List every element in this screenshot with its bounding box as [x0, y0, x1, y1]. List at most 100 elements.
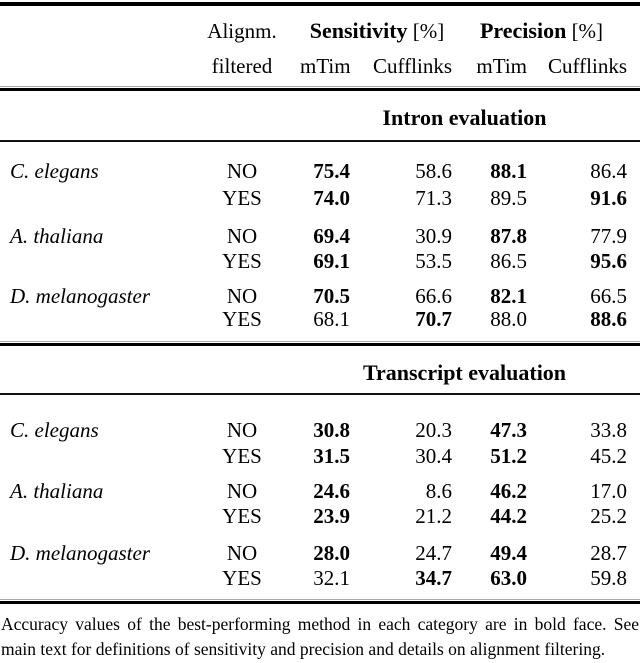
precision-cufflinks-value: 28.7: [590, 541, 627, 565]
header-row-groups: Alignm. Sensitivity [%] Precision [%]: [0, 18, 629, 44]
filter-value: NO: [226, 541, 258, 565]
rule-header-thick: [0, 88, 640, 91]
data-row: YES 23.9 21.2 44.2 25.2: [0, 503, 629, 529]
sensitivity-cufflinks-value: 70.7: [415, 307, 452, 331]
precision-header-label: Precision: [479, 18, 567, 43]
species-label: C. elegans: [10, 418, 99, 442]
sens-mtim-header: mTim: [300, 54, 351, 78]
sensitivity-header-label: Sensitivity: [309, 18, 408, 43]
species-label: [0, 185, 184, 211]
section-title-intron: Intron evaluation: [382, 105, 547, 130]
species-label: D. melanogaster: [10, 541, 150, 565]
sensitivity-mtim-value: 24.6: [313, 479, 350, 503]
precision-cufflinks-value: 25.2: [590, 504, 627, 528]
precision-cufflinks-value: 77.9: [590, 224, 627, 248]
sensitivity-mtim-value: 28.0: [313, 541, 350, 565]
data-row: C. elegans NO 30.8 20.3 47.3 33.8: [0, 417, 629, 443]
sensitivity-cufflinks-value: 20.3: [415, 418, 452, 442]
sensitivity-mtim-value: 69.1: [313, 249, 350, 273]
precision-cufflinks-value: 86.4: [590, 159, 627, 183]
precision-mtim-value: 88.0: [490, 307, 527, 331]
filter-value: NO: [226, 159, 258, 183]
data-row: YES 32.1 34.7 63.0 59.8: [0, 565, 629, 591]
precision-cufflinks-value: 33.8: [590, 418, 627, 442]
filter-value: YES: [222, 186, 262, 210]
species-label: [0, 565, 184, 591]
species-label: [0, 248, 184, 274]
data-row: YES 74.0 71.3 89.5 91.6: [0, 185, 629, 211]
sensitivity-mtim-value: 74.0: [313, 186, 350, 210]
prec-cufflinks-header: Cufflinks: [548, 54, 627, 78]
species-label: [0, 503, 184, 529]
caption-line-1: Accuracy values of the best-performing m…: [1, 614, 639, 634]
sensitivity-cufflinks-value: 71.3: [415, 186, 452, 210]
header-spacer: [0, 53, 184, 79]
data-row: C. elegans NO 75.4 58.6 88.1 86.4: [0, 158, 629, 184]
precision-mtim-value: 51.2: [490, 444, 527, 468]
species-label: D. melanogaster: [10, 284, 150, 308]
precision-header: Precision [%]: [454, 18, 629, 44]
rule-transcript-thin: [0, 393, 640, 395]
precision-mtim-value: 63.0: [490, 566, 527, 590]
precision-mtim-value: 47.3: [490, 418, 527, 442]
data-row: YES 69.1 53.5 86.5 95.6: [0, 248, 629, 274]
sensitivity-cufflinks-value: 66.6: [415, 284, 452, 308]
data-row: YES 31.5 30.4 51.2 45.2: [0, 443, 629, 469]
filter-value: YES: [222, 444, 262, 468]
rule-mid-gray: [0, 341, 640, 342]
sensitivity-mtim-value: 23.9: [313, 504, 350, 528]
precision-mtim-value: 87.8: [490, 224, 527, 248]
species-label: [0, 443, 184, 469]
sens-cufflinks-header: Cufflinks: [373, 54, 452, 78]
filter-value: NO: [226, 284, 258, 308]
rule-mid-thick: [0, 343, 640, 346]
sensitivity-cufflinks-value: 58.6: [415, 159, 452, 183]
sensitivity-mtim-value: 31.5: [313, 444, 350, 468]
rule-top-thick: [0, 2, 640, 6]
precision-mtim-value: 89.5: [490, 186, 527, 210]
data-row: YES 68.1 70.7 88.0 88.6: [0, 306, 629, 332]
rule-bottom-thick: [0, 601, 640, 604]
sensitivity-cufflinks-value: 30.4: [415, 444, 452, 468]
precision-cufflinks-value: 45.2: [590, 444, 627, 468]
precision-cufflinks-value: 66.5: [590, 284, 627, 308]
filter-value: YES: [222, 307, 262, 331]
precision-cufflinks-value: 17.0: [590, 479, 627, 503]
sensitivity-mtim-value: 32.1: [313, 566, 350, 590]
precision-mtim-value: 88.1: [490, 159, 527, 183]
rule-intron-thin: [0, 140, 640, 142]
species-label: [0, 306, 184, 332]
filter-value: YES: [222, 249, 262, 273]
precision-mtim-value: 49.4: [490, 541, 527, 565]
precision-mtim-value: 86.5: [490, 249, 527, 273]
precision-mtim-value: 82.1: [490, 284, 527, 308]
header-spacer: [0, 18, 184, 44]
caption-line-2: main text for definitions of sensitivity…: [1, 639, 606, 659]
data-row: D. melanogaster NO 70.5 66.6 82.1 66.5: [0, 283, 629, 309]
header-row-subcolumns: filtered mTim Cufflinks mTim Cufflinks: [0, 53, 629, 79]
filter-value: NO: [226, 224, 258, 248]
sensitivity-mtim-value: 70.5: [313, 284, 350, 308]
section-title-transcript: Transcript evaluation: [362, 360, 567, 385]
filter-value: NO: [226, 479, 258, 503]
species-label: A. thaliana: [10, 479, 104, 503]
filter-value: NO: [226, 418, 258, 442]
data-row: A. thaliana NO 24.6 8.6 46.2 17.0: [0, 478, 629, 504]
sensitivity-cufflinks-value: 34.7: [415, 566, 452, 590]
precision-cufflinks-value: 91.6: [590, 186, 627, 210]
table-caption: Accuracy values of the best-performing m…: [1, 612, 639, 662]
sensitivity-cufflinks-value: 8.6: [425, 479, 452, 503]
data-row: A. thaliana NO 69.4 30.9 87.8 77.9: [0, 223, 629, 249]
data-row: D. melanogaster NO 28.0 24.7 49.4 28.7: [0, 540, 629, 566]
sensitivity-mtim-value: 75.4: [313, 159, 350, 183]
precision-cufflinks-value: 59.8: [590, 566, 627, 590]
precision-mtim-value: 46.2: [490, 479, 527, 503]
filtered-header: filtered: [211, 54, 273, 78]
filter-value: YES: [222, 504, 262, 528]
sensitivity-cufflinks-value: 24.7: [415, 541, 452, 565]
precision-cufflinks-value: 95.6: [590, 249, 627, 273]
rule-header-gray: [0, 86, 640, 87]
alignm-header: Alignm.: [207, 19, 277, 43]
rule-bottom-gray: [0, 599, 640, 600]
